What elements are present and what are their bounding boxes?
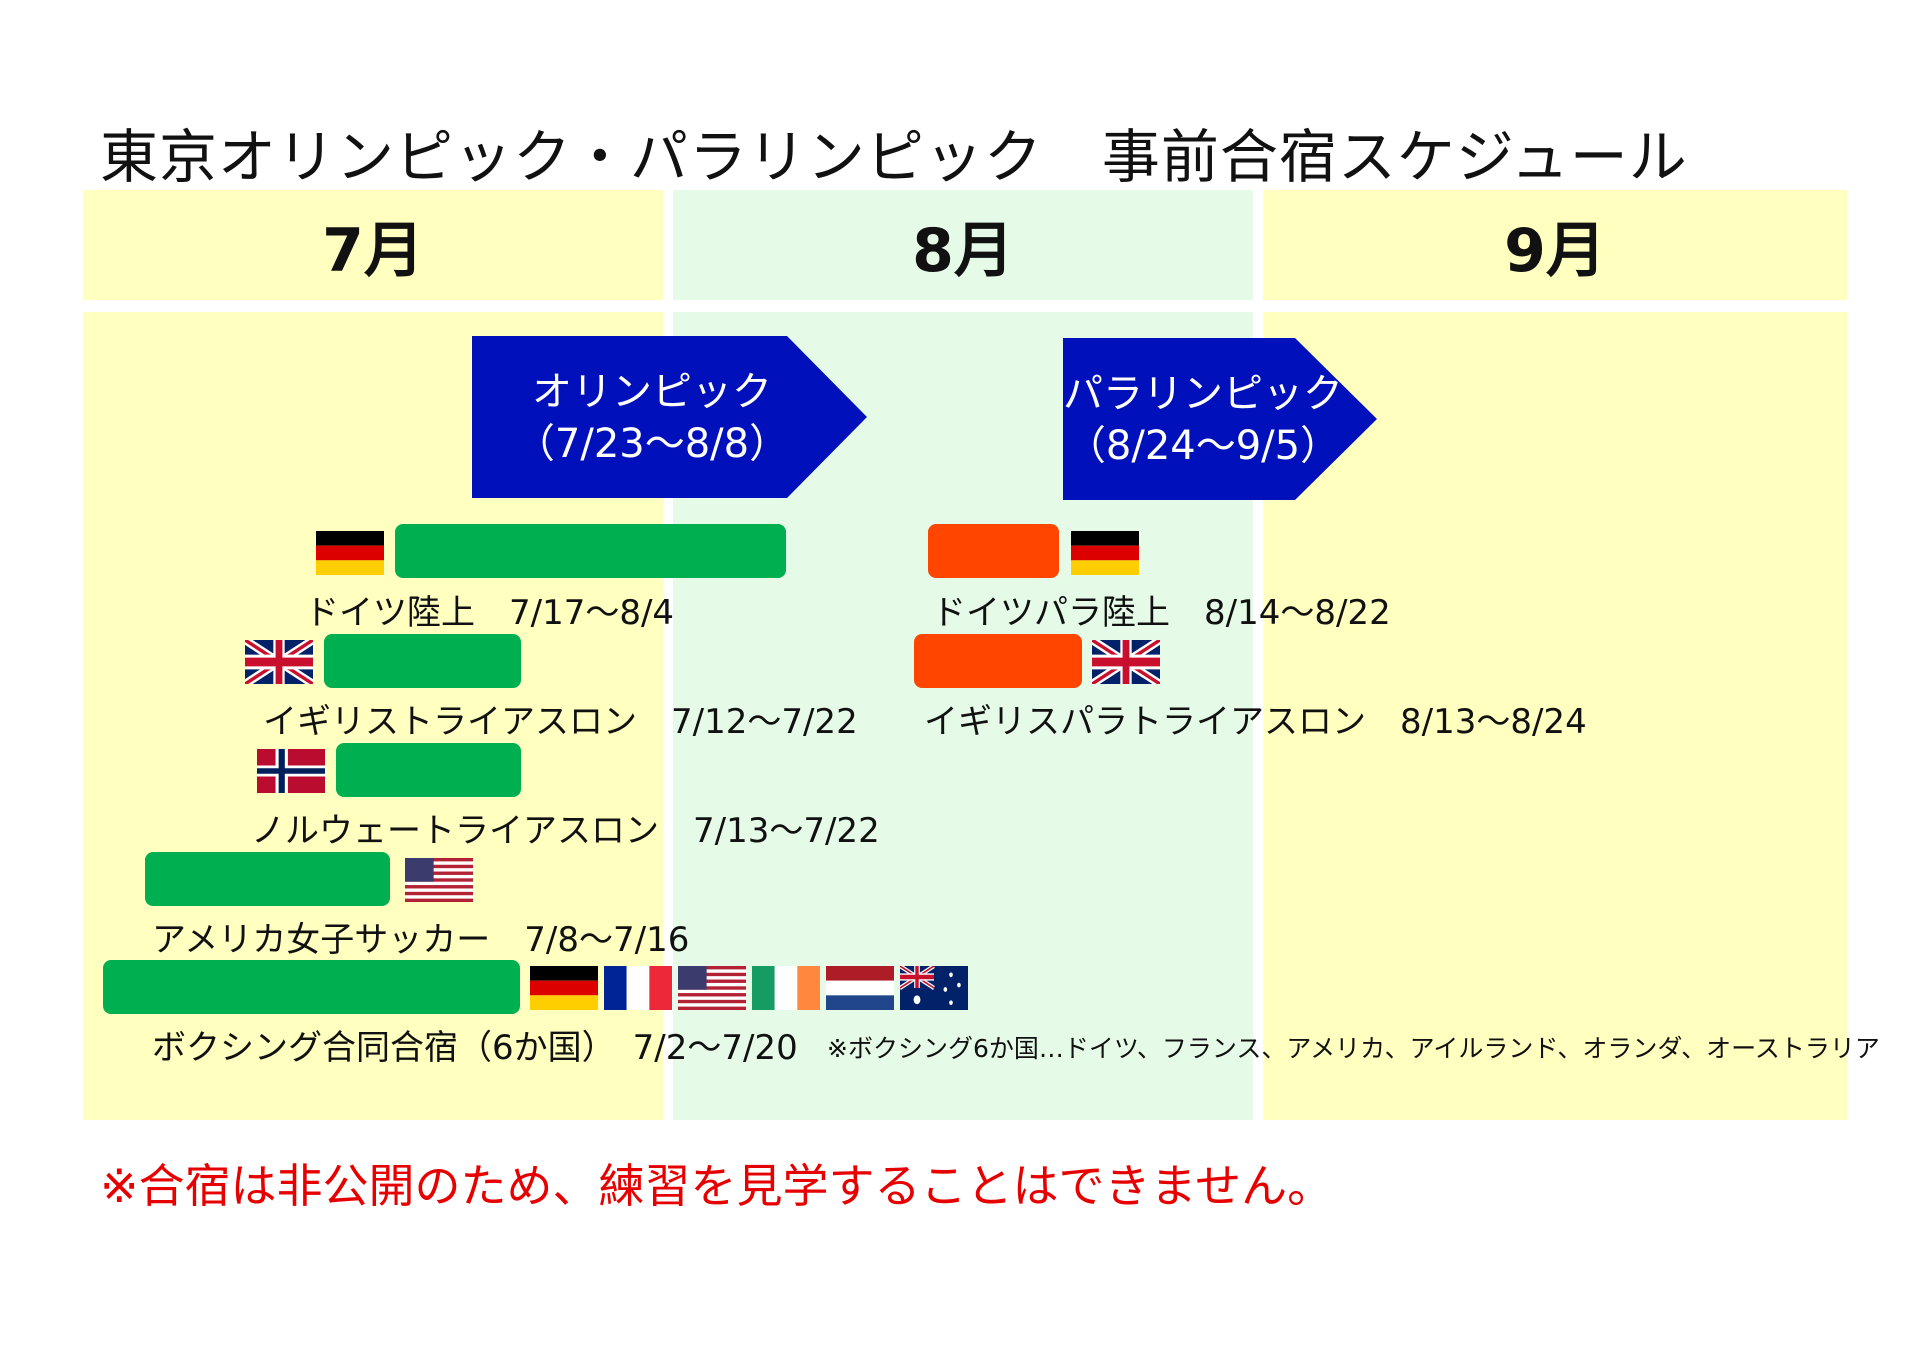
camp-label-usa-soccer: アメリカ女子サッカー 7/8～7/16 [152, 920, 690, 960]
camp-label-germany-athletics: ドイツ陸上 7/17～8/4 [305, 593, 675, 633]
uk-flag-icon [1092, 640, 1160, 684]
usa-flag-icon [678, 966, 746, 1010]
olympic-event-arrow: オリンピック （7/23～8/8） [472, 336, 867, 498]
event-name: パラリンピック [1063, 371, 1343, 417]
event-dates: （8/24～9/5） [1065, 423, 1341, 469]
camp-bar-germany-athletics [395, 524, 786, 578]
camp-bar-germany-para-athletics [928, 524, 1059, 578]
australia-flag-icon [900, 966, 968, 1010]
germany-flag-icon [530, 966, 598, 1010]
warning-text: ※合宿は非公開のため、練習を見学することはできません。 [100, 1159, 1334, 1213]
event-dates: （7/23～8/8） [514, 421, 790, 467]
page-title: 東京オリンピック・パラリンピック 事前合宿スケジュール [100, 123, 1688, 191]
camp-bar-uk-para-triathlon [914, 634, 1082, 688]
camp-bar-boxing [103, 960, 520, 1014]
boxing-countries-note: ※ボクシング6か国…ドイツ、フランス、アメリカ、アイルランド、オランダ、オースト… [827, 1034, 1880, 1063]
camp-bar-norway-triathlon [336, 743, 521, 797]
camp-bar-uk-triathlon [324, 634, 521, 688]
month-label: 8月 [912, 215, 1014, 286]
event-name: オリンピック [532, 369, 772, 415]
paralympic-event-arrow: パラリンピック （8/24～9/5） [1063, 338, 1377, 500]
month-header-september: 9月 [1263, 190, 1847, 300]
germany-flag-icon [316, 531, 384, 575]
netherlands-flag-icon [826, 966, 894, 1010]
month-label: 9月 [1504, 215, 1606, 286]
month-header-july: 7月 [83, 190, 663, 300]
month-column-september [1263, 312, 1847, 1120]
arrow-shape [1063, 338, 1377, 500]
norway-flag-icon [257, 749, 325, 793]
camp-label-norway-triathlon: ノルウェートライアスロン 7/13～7/22 [251, 811, 880, 851]
camp-bar-usa-soccer [145, 852, 390, 906]
uk-flag-icon [245, 640, 313, 684]
month-header-august: 8月 [673, 190, 1253, 300]
camp-label-uk-para-triathlon: イギリスパラトライアスロン 8/13～8/24 [924, 702, 1587, 742]
usa-flag-icon [405, 858, 473, 902]
camp-label-boxing: ボクシング合同合宿（6か国） 7/2～7/20 [152, 1028, 798, 1068]
germany-flag-icon [1071, 531, 1139, 575]
ireland-flag-icon [752, 966, 820, 1010]
arrow-shape [472, 336, 867, 498]
france-flag-icon [604, 966, 672, 1010]
camp-label-uk-triathlon: イギリストライアスロン 7/12～7/22 [263, 702, 858, 742]
camp-label-germany-para-athletics: ドイツパラ陸上 8/14～8/22 [932, 593, 1391, 633]
month-label: 7月 [322, 215, 424, 286]
